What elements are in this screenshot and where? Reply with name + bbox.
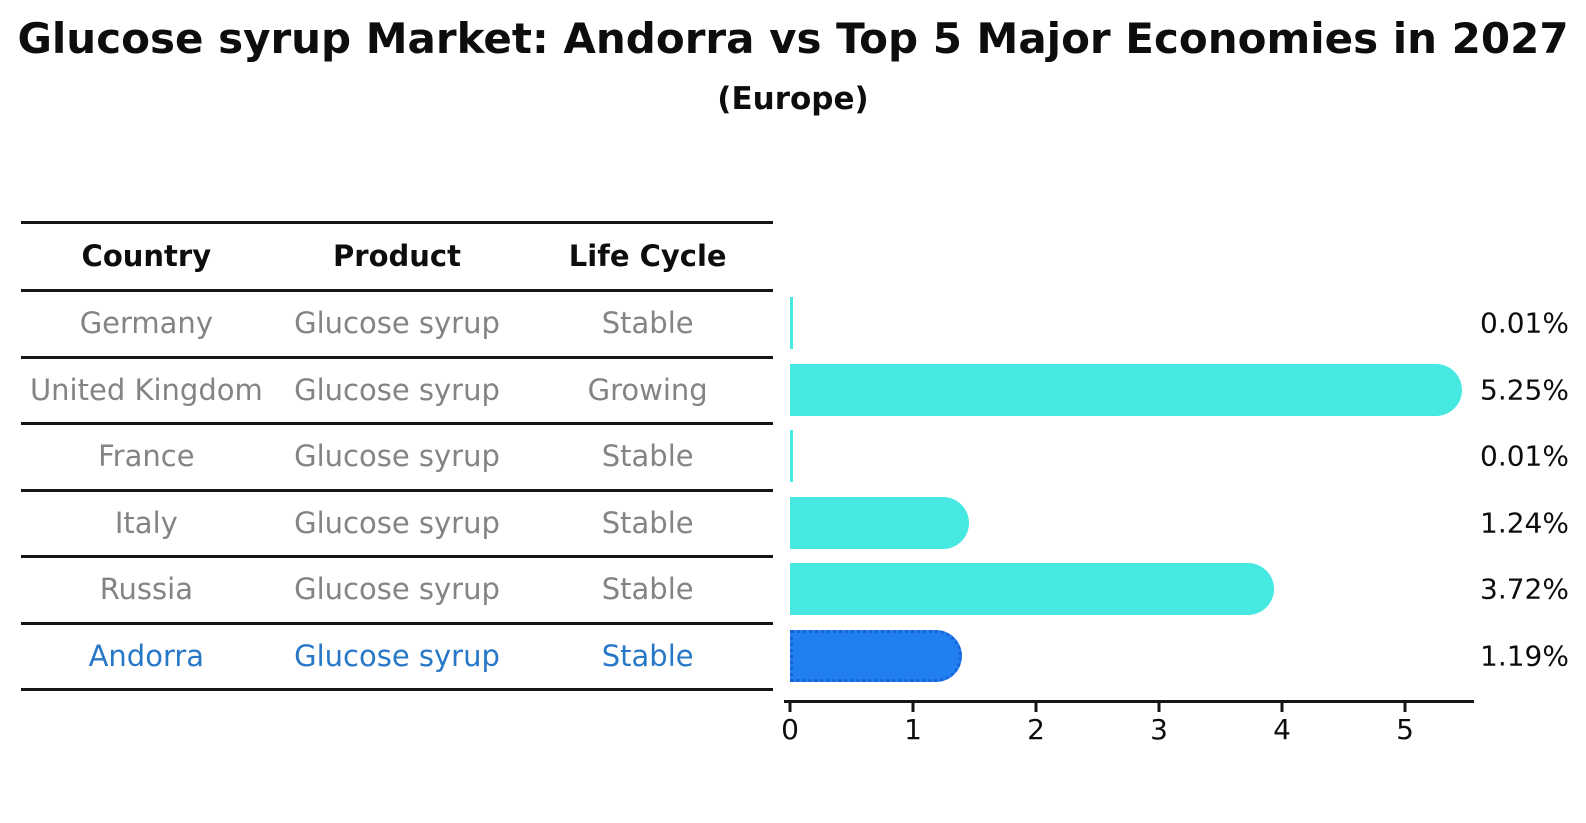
cell-country: United Kingdom: [29, 373, 263, 407]
cell-product: Glucose syrup: [294, 439, 500, 473]
table-rule: [21, 688, 773, 691]
cell-life-cycle: Stable: [601, 506, 694, 540]
cell-country: Italy: [114, 506, 178, 540]
x-axis-tick-label: 4: [1273, 713, 1291, 746]
x-axis-tick-label: 0: [781, 713, 799, 746]
page-subtitle: (Europe): [717, 81, 869, 117]
cell-product: Glucose syrup: [294, 506, 500, 540]
x-axis-tick-label: 2: [1027, 713, 1045, 746]
table-row-andorra: Andorra Glucose syrup Stable: [21, 623, 773, 689]
table-rule: [21, 555, 773, 558]
cell-product: Glucose syrup: [294, 306, 500, 340]
cell-life-cycle: Stable: [601, 306, 694, 340]
value-label-italy: 1.24%: [1480, 506, 1569, 540]
x-axis-tick-label: 3: [1150, 713, 1168, 746]
cell-country: Germany: [79, 306, 213, 340]
table-rule: [21, 422, 773, 425]
cell-life-cycle: Stable: [601, 439, 694, 473]
value-label-france: 0.01%: [1480, 439, 1569, 473]
value-label-united-kingdom: 5.25%: [1480, 373, 1569, 407]
cell-product: Glucose syrup: [294, 373, 500, 407]
bar-germany: [790, 297, 793, 349]
x-axis-tick: [1280, 702, 1284, 712]
x-axis-tick: [1403, 702, 1407, 712]
x-axis-tick-label: 1: [904, 713, 922, 746]
bar-italy: [790, 497, 969, 549]
value-label-russia: 3.72%: [1480, 572, 1569, 606]
column-header-product: Product: [333, 239, 461, 273]
column-header-life-cycle: Life Cycle: [568, 239, 727, 273]
table-row-italy: Italy Glucose syrup Stable: [21, 490, 773, 556]
cell-country: Russia: [99, 572, 193, 606]
table-row-germany: Germany Glucose syrup Stable: [21, 290, 773, 356]
bar-andorra: [790, 630, 963, 682]
table-rule: [21, 622, 773, 625]
x-axis-tick: [1034, 702, 1038, 712]
column-header-country: Country: [81, 239, 212, 273]
x-axis-tick: [911, 702, 915, 712]
table-rule: [21, 221, 773, 224]
value-label-germany: 0.01%: [1480, 306, 1569, 340]
table-header-row: Country Product Life Cycle: [21, 223, 773, 289]
x-axis-tick: [1157, 702, 1161, 712]
table-row-russia: Russia Glucose syrup Stable: [21, 556, 773, 622]
table-rule: [21, 356, 773, 359]
bar-united-kingdom: [790, 364, 1462, 416]
table-row-france: France Glucose syrup Stable: [21, 423, 773, 489]
x-axis-tick-label: 5: [1396, 713, 1414, 746]
page-title: Glucose syrup Market: Andorra vs Top 5 M…: [17, 14, 1569, 63]
table-row-united-kingdom: United Kingdom Glucose syrup Growing: [21, 357, 773, 423]
cell-life-cycle: Growing: [587, 373, 708, 407]
cell-country: France: [98, 439, 195, 473]
value-label-andorra: 1.19%: [1480, 639, 1569, 673]
cell-product: Glucose syrup: [294, 572, 500, 606]
cell-country: Andorra: [88, 639, 205, 673]
table-rule: [21, 489, 773, 492]
table-rule: [21, 289, 773, 292]
cell-life-cycle: Stable: [601, 572, 694, 606]
cell-life-cycle: Stable: [601, 639, 694, 673]
x-axis-line: [784, 700, 1474, 703]
x-axis-tick: [788, 702, 792, 712]
bar-france: [790, 430, 793, 482]
cell-product: Glucose syrup: [294, 639, 500, 673]
bar-russia: [790, 563, 1274, 615]
